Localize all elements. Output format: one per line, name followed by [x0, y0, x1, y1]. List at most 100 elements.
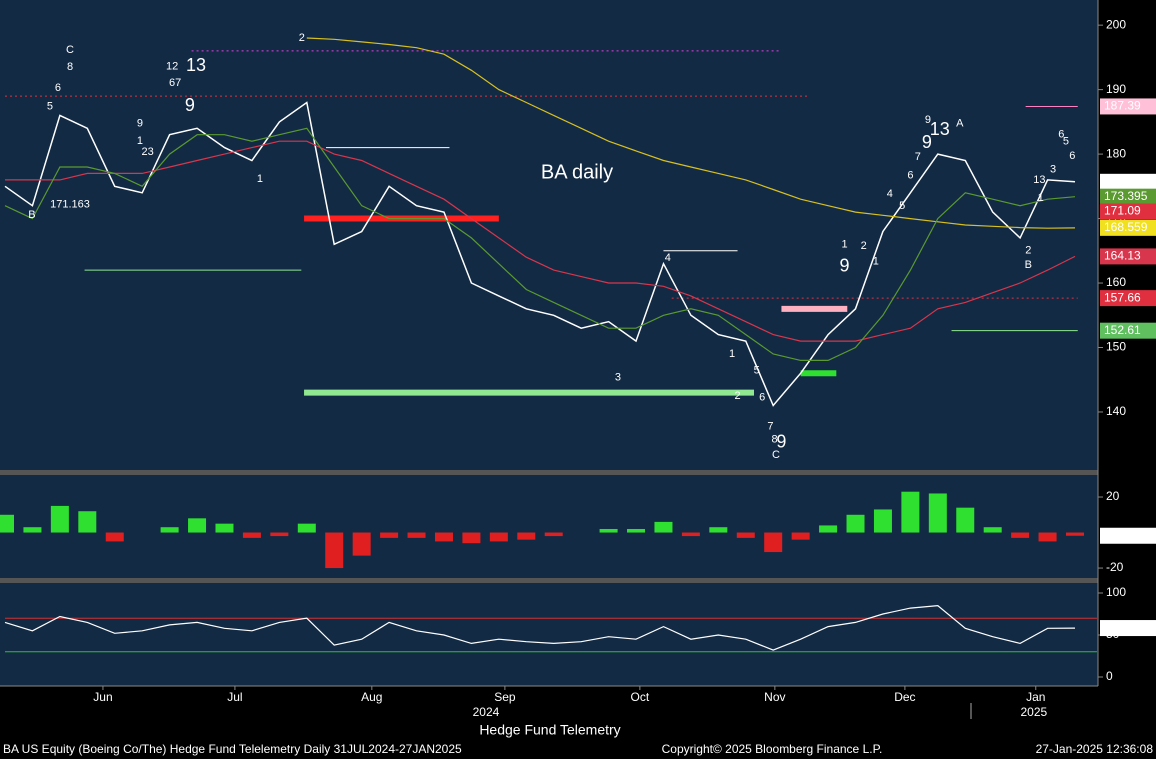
td-count: B: [1025, 259, 1032, 271]
td-count: 7: [915, 151, 921, 163]
value-marker-label: 173.395: [1104, 189, 1148, 203]
td-count: A: [956, 118, 964, 130]
td-count: 2: [299, 32, 305, 44]
td-count: 171.163: [50, 198, 90, 210]
y-tick-label: 140: [1106, 404, 1126, 418]
histogram-bar: [215, 523, 234, 533]
td-count: 23: [142, 146, 154, 158]
series-line: [5, 140, 1076, 342]
y-tick-label: 200: [1106, 17, 1126, 31]
x-tick-label: Dec: [894, 690, 915, 704]
value-marker: [1100, 203, 1156, 220]
histogram-bar: [928, 493, 947, 533]
histogram-bar: [160, 527, 179, 533]
panel-divider: [0, 578, 1098, 583]
series-line: [4, 127, 1076, 361]
histogram-bar: [50, 505, 69, 533]
histogram-bar: [819, 525, 838, 533]
value-marker: [1100, 98, 1156, 115]
td-count: 1: [873, 256, 879, 268]
x-tick-label: Oct: [631, 690, 650, 704]
value-marker: [1100, 527, 1156, 544]
td-count: 2: [861, 240, 867, 252]
histogram-bar: [791, 532, 810, 540]
value-marker: [1100, 322, 1156, 339]
histogram-bar: [627, 528, 646, 533]
histogram-bar: [517, 532, 536, 540]
histogram-bar: [188, 518, 207, 533]
td-count: 7: [767, 421, 773, 433]
td-count: 3: [1050, 163, 1056, 175]
footer-center: Copyright© 2025 Bloomberg Finance L.P.: [662, 742, 883, 756]
value-marker-label: 157.66: [1104, 290, 1141, 304]
y-tick-label: -20: [1106, 560, 1124, 574]
histogram-bar: [599, 528, 618, 533]
rsi-panel: [0, 583, 1098, 686]
histogram-bar: [956, 507, 975, 533]
histogram-bar: [325, 532, 344, 569]
td-count: 8: [67, 61, 73, 73]
histogram-bar: [78, 511, 97, 533]
x-tick-label: Jul: [227, 690, 242, 704]
td-count: 9: [840, 256, 850, 276]
value-marker: [1100, 248, 1156, 265]
td-count: 4: [665, 252, 671, 264]
td-count: 6: [759, 392, 765, 404]
td-count: 9: [776, 432, 786, 452]
x-year-label: 2024: [473, 705, 500, 719]
td-count: 2: [1025, 245, 1031, 257]
td-count: 6: [1058, 129, 1064, 141]
price-panel: [0, 0, 1098, 470]
chart-title: BA daily: [541, 161, 613, 183]
td-count: 13: [1033, 174, 1045, 186]
td-count: 6: [55, 82, 61, 94]
histogram-bar: [270, 532, 289, 537]
td-count: 3: [615, 372, 621, 384]
value-marker: [1100, 219, 1156, 236]
histogram-bar: [462, 532, 481, 544]
td-count: 1: [1038, 192, 1044, 204]
series-line: [4, 101, 1076, 407]
x-tick-label: Aug: [361, 690, 382, 704]
footer-left: BA US Equity (Boeing Co/The) Hedge Fund …: [3, 742, 462, 756]
td-count: 9: [922, 132, 932, 152]
histogram-bar: [1066, 532, 1084, 536]
td-count: 6: [907, 169, 913, 181]
footer-right: 27-Jan-2025 12:36:08: [1036, 742, 1154, 756]
x-axis-title: Hedge Fund Telemetry: [479, 722, 620, 738]
value-marker-label: 187.39: [1104, 99, 1141, 113]
td-count: 9: [925, 114, 931, 126]
histogram-bar: [0, 514, 14, 533]
x-year-label: 2025: [1020, 705, 1047, 719]
histogram-bar: [873, 509, 892, 533]
td-count: 2: [734, 390, 740, 402]
histogram-bar: [764, 532, 783, 553]
td-count: 9: [137, 118, 143, 130]
value-marker: [1100, 290, 1156, 307]
histogram-bar: [407, 532, 426, 538]
histogram-bar: [983, 527, 1002, 533]
histogram-bar: [242, 532, 261, 538]
histogram-bar: [105, 532, 124, 542]
td-count: 1: [137, 135, 143, 147]
td-count: 5: [754, 365, 760, 377]
td-count: 67: [169, 77, 181, 89]
y-tick-label: 190: [1106, 82, 1126, 96]
panel-divider: [0, 470, 1098, 475]
td-count: 13: [930, 119, 950, 139]
y-tick-label: 180: [1106, 146, 1126, 160]
td-count: 5: [899, 200, 905, 212]
histogram-bar: [1011, 532, 1030, 538]
value-marker: [1100, 620, 1156, 637]
value-marker: [1100, 173, 1156, 190]
x-tick-label: Sep: [494, 690, 516, 704]
histogram-bar: [23, 527, 42, 533]
td-count: 9: [185, 95, 195, 115]
histogram-bar: [489, 532, 508, 542]
histogram-bar: [544, 532, 563, 537]
td-count: 1: [729, 348, 735, 360]
td-count: B: [28, 209, 35, 221]
td-count: 6: [1069, 150, 1075, 162]
td-count: 5: [1063, 136, 1069, 148]
